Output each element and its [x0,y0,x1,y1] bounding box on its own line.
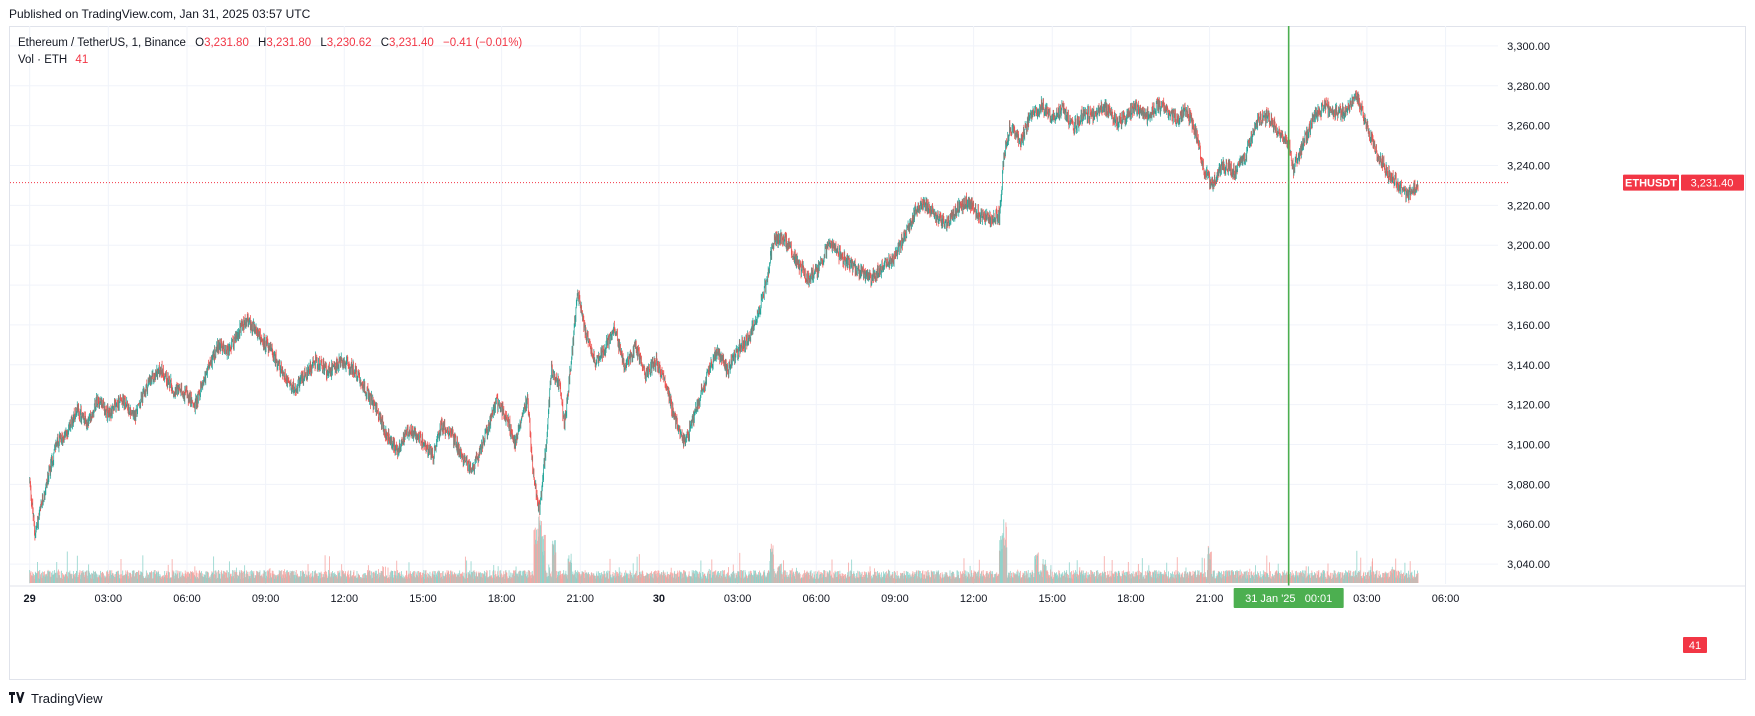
published-caption: Published on TradingView.com, Jan 31, 20… [9,7,311,21]
grid-lines [10,26,1498,584]
volume-bars [29,515,1419,583]
chart-frame[interactable] [9,26,1746,680]
